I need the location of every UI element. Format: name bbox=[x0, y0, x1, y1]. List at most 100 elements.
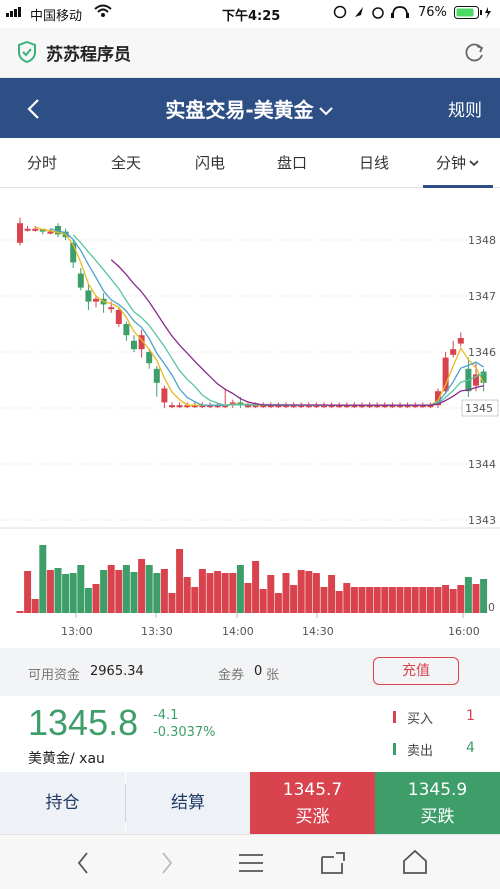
volume-bar bbox=[138, 559, 146, 613]
funds-value: 2965.34 bbox=[90, 664, 144, 679]
volume-bar bbox=[176, 549, 184, 613]
volume-bar bbox=[122, 565, 130, 613]
volume-bar bbox=[396, 587, 404, 613]
candle-body bbox=[457, 338, 464, 344]
candle-body bbox=[191, 405, 198, 408]
candle-body bbox=[17, 223, 23, 243]
volume-bar bbox=[198, 569, 206, 613]
rules-link[interactable]: 规则 bbox=[448, 101, 482, 121]
candle-body bbox=[93, 298, 99, 302]
chart-tabs: 分时 全天 闪电 盘口 日线 分钟 bbox=[0, 138, 500, 188]
buy-up-button[interactable]: 1345.7 买涨 bbox=[250, 772, 375, 834]
y-tick-label: 1344 bbox=[468, 458, 496, 471]
volume-bar bbox=[221, 573, 229, 613]
volume-bar bbox=[259, 589, 267, 613]
buy-down-button[interactable]: 1345.9 买跌 bbox=[375, 772, 500, 834]
tab-flash[interactable]: 闪电 bbox=[194, 154, 225, 172]
volume-bar bbox=[267, 575, 275, 613]
volume-bar bbox=[297, 570, 305, 613]
volume-bar bbox=[434, 587, 442, 613]
tab-minute[interactable]: 分钟 bbox=[423, 138, 493, 188]
recharge-button[interactable]: 充值 bbox=[373, 657, 459, 685]
candle-body bbox=[336, 405, 343, 408]
volume-bar bbox=[419, 587, 427, 613]
product-title-dropdown[interactable]: 实盘交易-美黄金 bbox=[0, 94, 500, 123]
buy-down-price: 1345.9 bbox=[407, 780, 468, 800]
y-tick-label: 1343 bbox=[468, 514, 496, 527]
x-tick-label: 13:30 bbox=[141, 625, 173, 638]
tab-order-book[interactable]: 盘口 bbox=[276, 154, 307, 172]
shield-icon bbox=[18, 40, 36, 67]
volume-bar bbox=[404, 587, 412, 613]
buy-in-value: 1 bbox=[466, 708, 475, 724]
candle-body bbox=[146, 352, 153, 364]
volume-bar bbox=[373, 587, 381, 613]
buy-in-label: 买入 bbox=[407, 712, 434, 727]
tab-daily[interactable]: 日线 bbox=[358, 154, 389, 172]
candle-body bbox=[305, 405, 312, 408]
candle-body bbox=[359, 405, 365, 408]
back-arrow-icon[interactable] bbox=[26, 98, 42, 124]
trade-bar: 持仓 结算 1345.7 买涨 1345.9 买跌 bbox=[0, 772, 500, 834]
candle-body bbox=[275, 405, 282, 408]
volume-bar bbox=[366, 587, 374, 613]
candle-body bbox=[70, 242, 77, 263]
app-name: 苏苏程序员 bbox=[46, 45, 131, 65]
volume-bar bbox=[229, 573, 237, 613]
volume-bar bbox=[236, 565, 244, 613]
y-tick-label: 1348 bbox=[468, 234, 496, 247]
signal-icon bbox=[6, 5, 24, 21]
ma-line-purple bbox=[110, 259, 484, 406]
candle-body bbox=[222, 405, 229, 408]
kline-chart[interactable]: 1348134713461345134413431345013:0013:301… bbox=[0, 188, 500, 648]
volume-bar bbox=[16, 611, 24, 613]
volume-bar bbox=[84, 588, 92, 613]
volume-bar bbox=[92, 584, 100, 613]
volume-bar bbox=[39, 545, 47, 613]
tabs-icon[interactable] bbox=[320, 851, 346, 879]
nav-forward-icon[interactable] bbox=[160, 851, 174, 879]
volume-bar bbox=[358, 587, 366, 613]
volume-bar bbox=[107, 565, 115, 613]
candle-body bbox=[131, 340, 137, 350]
volume-bar bbox=[69, 573, 77, 613]
nav-back-icon[interactable] bbox=[76, 851, 90, 879]
candle-body bbox=[169, 405, 175, 408]
candle-body bbox=[32, 228, 39, 231]
home-icon[interactable] bbox=[402, 849, 428, 879]
candle-body bbox=[427, 405, 434, 408]
volume-bar bbox=[464, 577, 472, 613]
page-title: 实盘交易-美黄金 bbox=[165, 98, 314, 122]
tab-time-share[interactable]: 分时 bbox=[26, 154, 57, 172]
candle-body bbox=[24, 228, 31, 231]
candle-body bbox=[77, 273, 84, 288]
candle-body bbox=[161, 388, 168, 403]
wifi-icon bbox=[94, 4, 112, 22]
refresh-icon[interactable] bbox=[463, 42, 485, 68]
kline-svg: 1348134713461345134413431345013:0013:301… bbox=[0, 217, 500, 638]
volume-bar bbox=[183, 577, 191, 613]
holdings-button[interactable]: 持仓 bbox=[0, 772, 125, 834]
volume-bar bbox=[252, 561, 260, 613]
volume-bar bbox=[320, 587, 328, 613]
candle-body bbox=[252, 405, 259, 408]
volume-bar bbox=[31, 599, 39, 613]
app-bar: 苏苏程序员 bbox=[0, 28, 500, 78]
candle-body bbox=[214, 405, 221, 408]
y-tick-label: 1347 bbox=[468, 290, 496, 303]
volume-bar bbox=[350, 587, 358, 613]
candle-body bbox=[351, 405, 358, 408]
candle-body bbox=[176, 405, 183, 408]
candle-body bbox=[374, 405, 381, 408]
volume-axis-label: 0 bbox=[488, 601, 495, 614]
volume-bar bbox=[274, 593, 282, 613]
candle-body bbox=[366, 405, 373, 408]
volume-bar bbox=[290, 585, 298, 613]
candle-body bbox=[381, 405, 388, 408]
candle-body bbox=[343, 405, 350, 408]
volume-bar bbox=[480, 579, 488, 613]
settle-button[interactable]: 结算 bbox=[126, 772, 250, 834]
sell-out-label: 卖出 bbox=[407, 744, 434, 759]
menu-icon[interactable] bbox=[238, 853, 264, 877]
tab-full-day[interactable]: 全天 bbox=[110, 154, 141, 172]
